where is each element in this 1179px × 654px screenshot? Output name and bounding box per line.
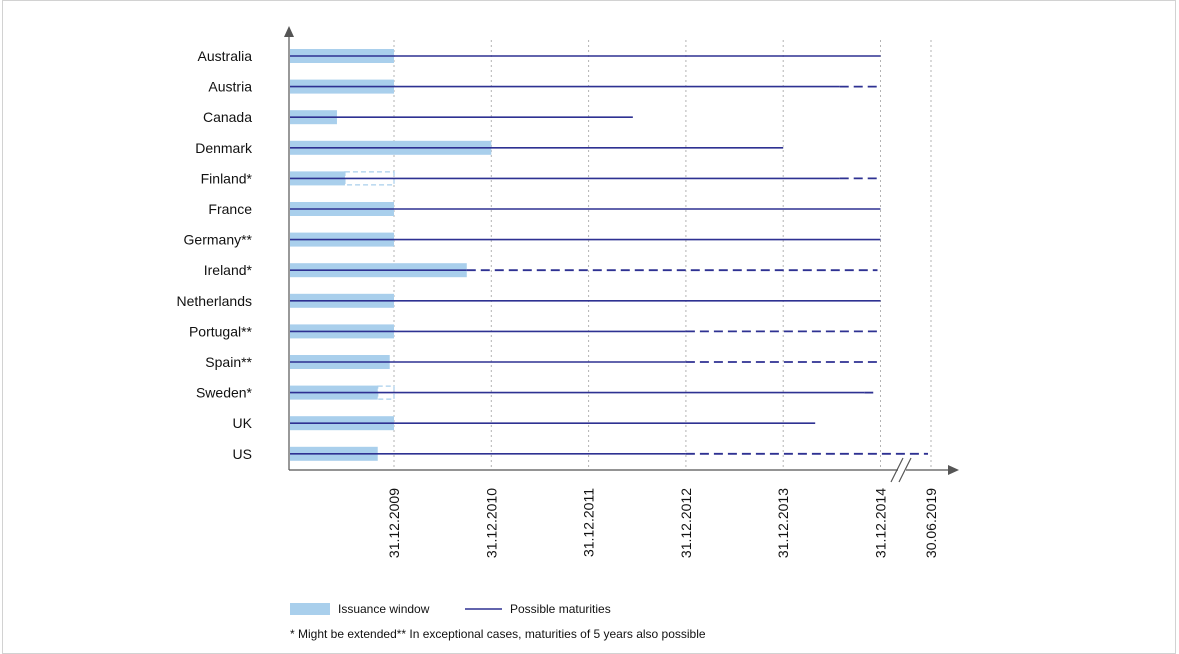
x-tick-label: 31.12.2010 bbox=[483, 488, 499, 558]
axis-break-gap bbox=[898, 460, 906, 480]
x-axis-arrow-icon bbox=[948, 465, 959, 475]
footnote: * Might be extended** In exceptional cas… bbox=[290, 627, 706, 641]
country-label: Ireland* bbox=[204, 262, 253, 278]
legend-issuance-label: Issuance window bbox=[338, 602, 430, 616]
country-label: Sweden* bbox=[196, 385, 253, 401]
x-tick-label: 31.12.2011 bbox=[581, 488, 597, 557]
ticks-layer: 31.12.2009 31.12.2010 31.12.2011 31.12.2012… bbox=[386, 488, 939, 558]
legend-issuance-swatch bbox=[290, 603, 330, 615]
axis-break-mark-left bbox=[890, 457, 904, 483]
country-label: US bbox=[233, 446, 252, 462]
x-tick-label: 31.12.2009 bbox=[386, 488, 402, 558]
country-label: UK bbox=[233, 415, 253, 431]
issuance-extension-bar bbox=[344, 171, 395, 186]
axes-layer bbox=[284, 26, 959, 483]
y-axis-arrow-icon bbox=[284, 26, 294, 37]
grid-layer bbox=[393, 40, 932, 470]
legend-maturity-label: Possible maturities bbox=[510, 602, 611, 616]
country-label: Denmark bbox=[195, 140, 253, 156]
country-label: Portugal** bbox=[189, 323, 253, 339]
bars-layer bbox=[290, 49, 928, 461]
country-label: France bbox=[208, 201, 252, 217]
x-tick-label: 31.12.2014 bbox=[873, 488, 889, 558]
country-label: Austria bbox=[208, 79, 252, 95]
country-label: Germany** bbox=[184, 232, 253, 248]
country-label: Finland* bbox=[201, 170, 253, 186]
country-label: Netherlands bbox=[177, 293, 253, 309]
x-tick-label: 31.12.2013 bbox=[775, 488, 791, 558]
country-label: Spain** bbox=[205, 354, 252, 370]
x-tick-label: 30.06.2019 bbox=[923, 488, 939, 558]
labels-layer: Australia Austria Canada Denmark Finland* Fra… bbox=[177, 48, 253, 462]
legend: Issuance window Possible maturities bbox=[290, 602, 611, 616]
x-tick-label: 31.12.2012 bbox=[678, 488, 694, 558]
axis-break-mark-right bbox=[898, 457, 912, 483]
country-label: Canada bbox=[203, 109, 252, 125]
country-label: Australia bbox=[198, 48, 253, 64]
